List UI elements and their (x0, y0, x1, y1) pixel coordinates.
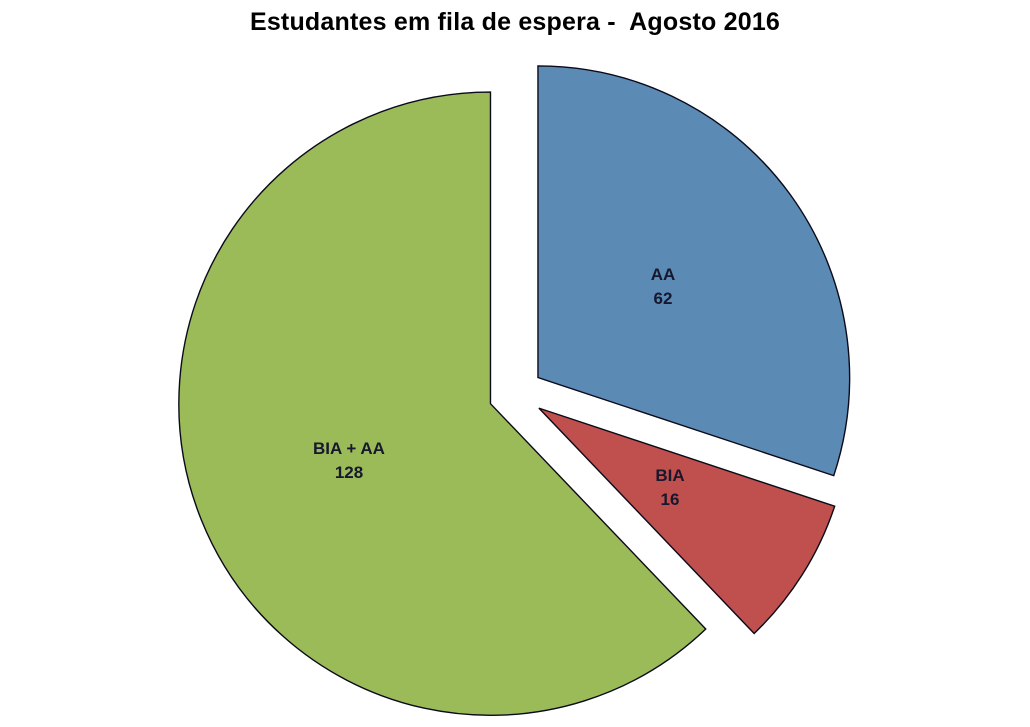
svg-text:62: 62 (654, 289, 673, 308)
svg-text:AA: AA (651, 265, 676, 284)
svg-text:128: 128 (335, 463, 363, 482)
svg-text:BIA: BIA (655, 466, 684, 485)
svg-text:BIA + AA: BIA + AA (313, 439, 385, 458)
svg-text:16: 16 (661, 490, 680, 509)
